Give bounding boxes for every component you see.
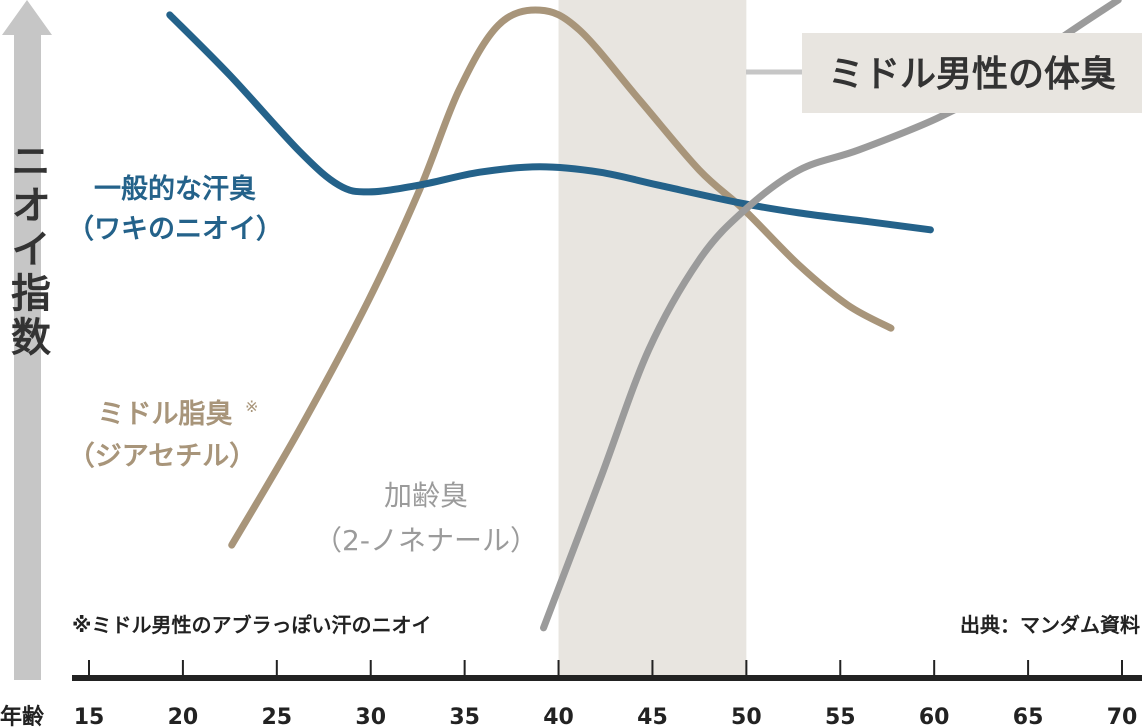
label-sweat: 一般的な汗臭 <box>94 173 256 205</box>
x-axis-label: 年齢 <box>0 704 45 728</box>
series-midage-line <box>228 6 895 549</box>
x-tick-label: 35 <box>449 705 480 728</box>
x-tick-label: 15 <box>74 705 105 728</box>
series-sweat-line <box>166 11 934 234</box>
x-tick-label: 20 <box>168 705 199 728</box>
band-label: ミドル男性の体臭 <box>828 54 1116 95</box>
label-midage-mark: ※ <box>245 397 258 416</box>
x-tick-label: 25 <box>262 705 293 728</box>
y-axis-label: ニオイ指数 <box>4 140 51 360</box>
source: 出典：マンダム資料 <box>960 613 1140 637</box>
footnote: ※ミドル男性のアブラっぽい汗のニオイ <box>72 613 431 637</box>
band-label-box <box>802 33 1142 113</box>
label-aging-sub: （2-ノネナール） <box>314 524 538 557</box>
label-midage-sub: （ジアセチル） <box>68 441 256 472</box>
label-midage: ミドル脂臭 <box>98 399 233 430</box>
y-axis-arrow <box>2 0 52 680</box>
x-tick-label: 40 <box>543 705 574 728</box>
x-tick-label: 65 <box>1013 705 1044 728</box>
label-sweat-sub: （ワキのニオイ） <box>67 214 283 245</box>
x-tick-label: 55 <box>825 705 856 728</box>
x-tick-label: 60 <box>919 705 950 728</box>
x-tick-label: 50 <box>731 705 762 728</box>
label-aging: 加齢臭 <box>384 479 468 512</box>
x-tick-label: 30 <box>355 705 386 728</box>
x-tick-label: 70 <box>1107 705 1138 728</box>
x-tick-label: 45 <box>637 705 668 728</box>
